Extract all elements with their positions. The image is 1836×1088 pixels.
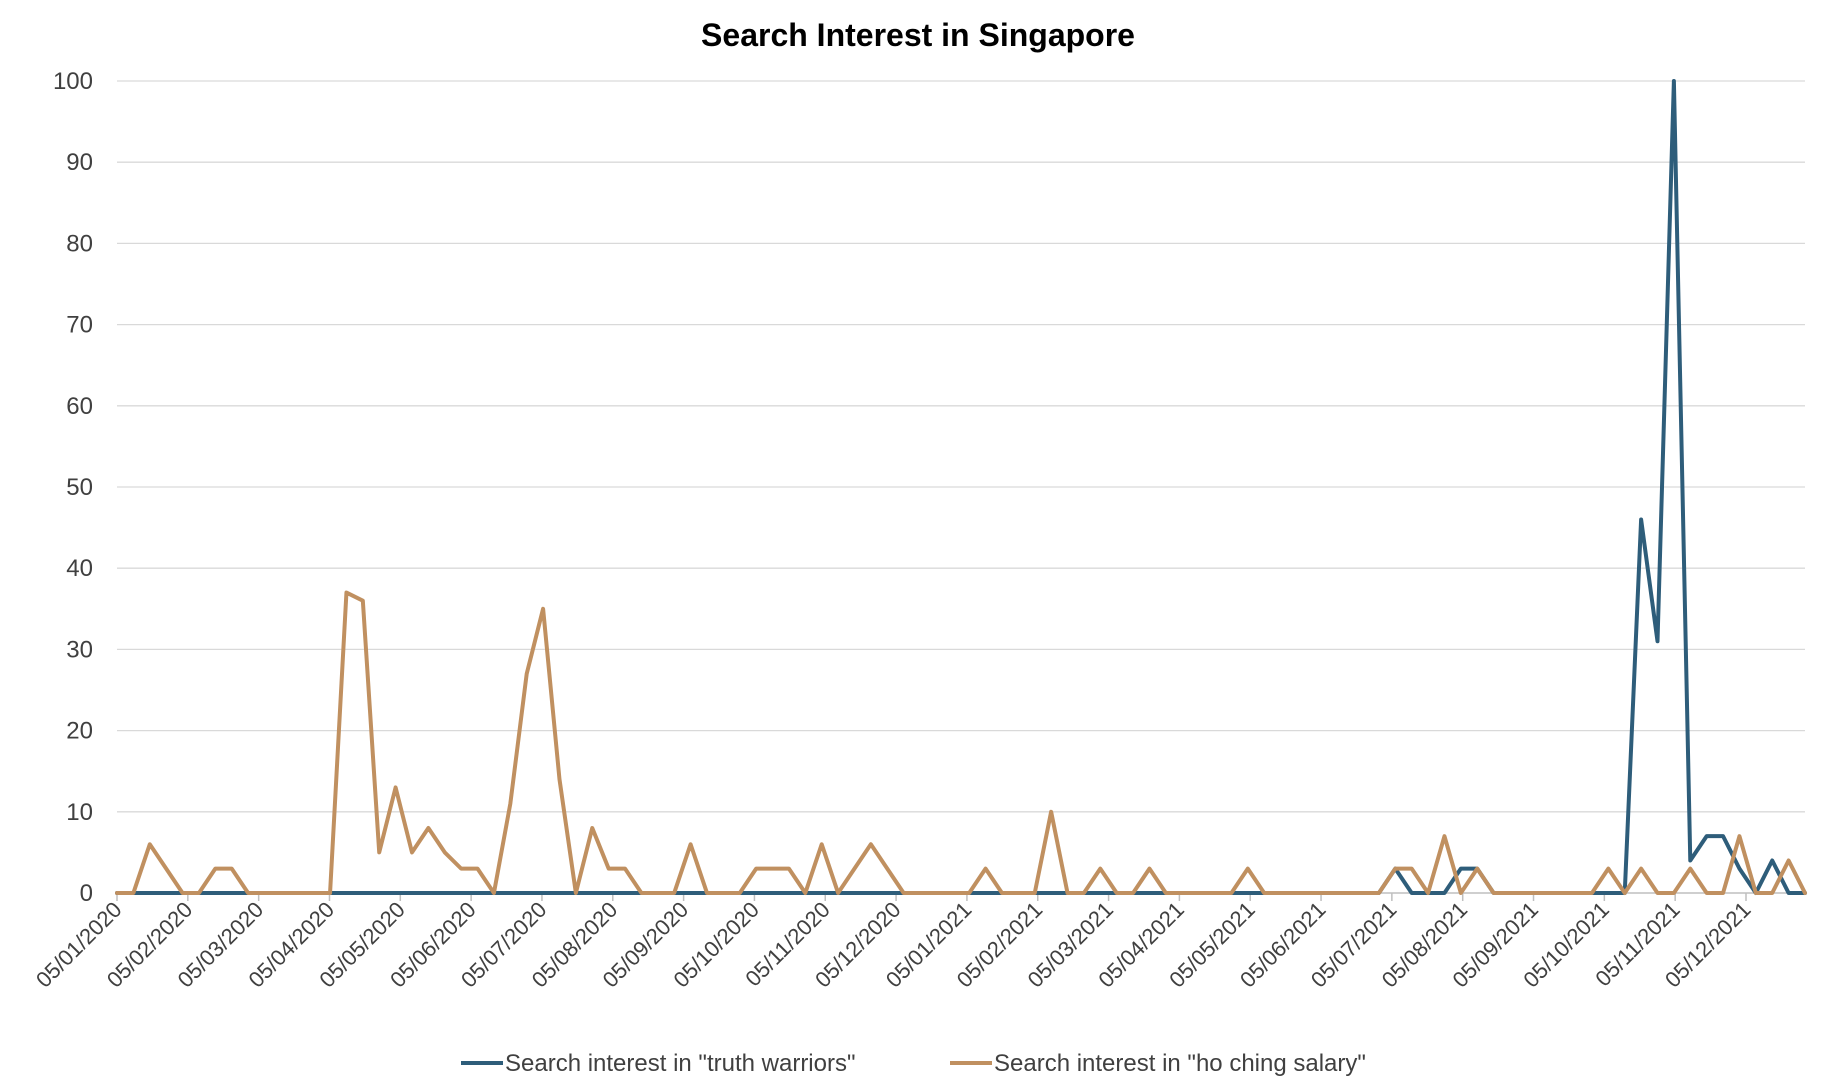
y-tick-label: 60 [66,393,93,420]
y-tick-label: 10 [66,799,93,826]
y-tick-label: 80 [66,230,93,257]
y-tick-label: 0 [80,880,93,907]
y-tick-label: 70 [66,312,93,339]
y-tick-label: 20 [66,718,93,745]
y-tick-label: 50 [66,474,93,501]
x-axis-tick-labels: 05/01/202005/02/202005/03/202005/04/2020… [31,893,1756,992]
series-line-2 [115,590,1807,895]
chart-title: Search Interest in Singapore [701,17,1135,53]
y-tick-label: 30 [66,636,93,663]
y-tick-label: 90 [66,149,93,176]
y-tick-label: 40 [66,555,93,582]
legend-label: Search interest in "ho ching salary" [994,1050,1366,1077]
gridlines [117,80,1805,894]
series-lines [115,79,1807,895]
legend: Search interest in "truth warriors" Searc… [461,1050,1366,1077]
y-tick-label: 100 [53,68,93,95]
y-axis-tick-labels: 0 10 20 30 40 50 60 70 80 90 100 [53,68,93,907]
legend-label: Search interest in "truth warriors" [505,1050,856,1077]
